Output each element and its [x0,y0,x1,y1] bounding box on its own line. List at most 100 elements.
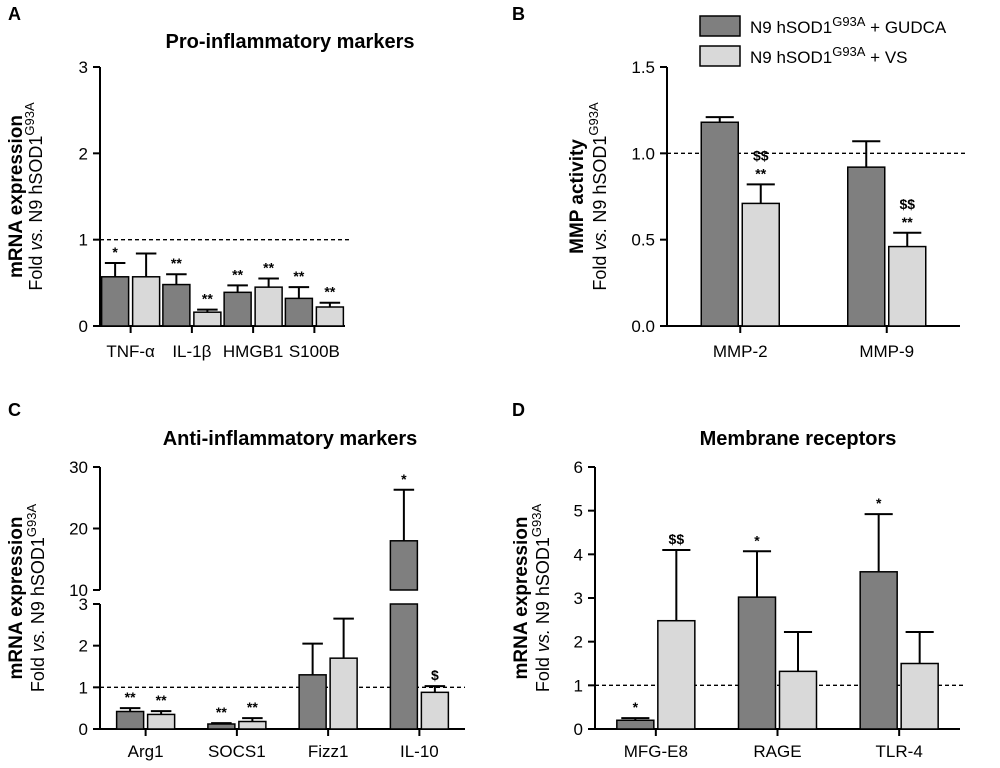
chart-title-D: Membrane receptors [700,428,897,450]
y-tick-label-A: 0 [79,317,88,336]
y-tick-label-C: 30 [69,458,88,477]
y-tick-label-D: 5 [574,502,583,521]
legend-swatch [699,15,741,37]
legend-base: N9 hSOD1 [750,18,832,37]
y-axis-sup: G93A [22,102,37,136]
significance-mark-D-0-0: * [633,699,639,715]
legend-suffix: + GUDCA [865,18,946,37]
bar-A-2-0 [223,291,252,327]
bar-C-2-1 [329,657,358,730]
legend-swatch [699,45,741,67]
panel-letter-C: C [8,400,21,420]
y-tick-label-A: 3 [79,58,88,77]
category-label-C: Arg1 [128,742,164,761]
y-tick-label-B: 1.5 [631,58,655,77]
bar-A-1-0 [162,283,191,327]
legend-sup: G93A [832,14,866,29]
y-tick-label-C: 10 [69,581,88,600]
chart-title-A: Pro-inflammatory markers [166,31,415,53]
y-axis-vs: vs. [590,223,610,251]
bar-B-0-1 [741,202,780,327]
bar-A-3-1 [315,306,345,327]
category-label-C: SOCS1 [208,742,266,761]
y-axis-label: mRNA expression [6,517,27,680]
significance-mark-A-1-0: ** [171,255,182,271]
y-axis-fold: Fold [26,251,46,291]
legend-label: N9 hSOD1G93A + VS [750,44,908,67]
category-label-D: MFG-E8 [624,742,688,761]
significance-mark-A-2-0: ** [232,266,243,282]
panel-letter-B: B [512,4,525,24]
y-axis-sup: G93A [529,504,544,538]
legend-sup: G93A [832,44,866,59]
legend-base: N9 hSOD1 [750,48,832,67]
bar-C-1-1 [238,720,267,730]
y-axis-cell: N9 hSOD1 [28,537,48,624]
significance-mark-D-1-0: * [754,532,760,548]
bar-D-2-1 [900,662,939,730]
significance-mark-C-3-0: * [401,471,407,487]
y-tick-label-B: 0.5 [631,231,655,250]
y-axis-cell: N9 hSOD1 [26,136,46,223]
bar-C-0-0 [115,710,145,730]
y-axis-vs: vs. [533,624,553,652]
y-tick-label-D: 3 [574,589,583,608]
category-label-A: TNF-α [106,342,155,361]
y-axis-sublabel: Fold vs. N9 hSOD1G93A [586,102,610,291]
y-tick-label-B: 1.0 [631,144,655,163]
y-tick-label-C: 20 [69,520,88,539]
bar-C-0-1 [146,713,176,730]
y-axis-vs: vs. [26,223,46,251]
significance-mark-C-3-1: $ [431,667,439,683]
y-tick-label-D: 1 [574,676,583,695]
category-label-D: TLR-4 [876,742,923,761]
category-label-D: RAGE [753,742,801,761]
significance-mark-B-1-1: ** [902,214,913,230]
bar-A-1-1 [193,311,222,327]
bar-C-3-0 [389,540,419,591]
y-axis-sublabel: Fold vs. N9 hSOD1G93A [529,504,553,693]
y-tick-label-C: 1 [79,678,88,697]
bar-D-2-0 [859,571,898,730]
y-axis-label: MMP activity [567,139,588,254]
bar-A-0-1 [131,276,161,327]
y-axis-cell: N9 hSOD1 [533,537,553,624]
bar-B-1-0 [847,166,886,327]
y-axis-label: mRNA expression [6,115,27,278]
category-label-B: MMP-2 [713,342,768,361]
y-tick-label-D: 2 [574,633,583,652]
significance-mark-A-1-1: ** [202,291,213,307]
y-axis-label: mRNA expression [511,517,532,680]
y-tick-label-A: 2 [79,144,88,163]
y-tick-label-A: 1 [79,231,88,250]
bar-A-3-0 [284,297,314,327]
chart-title-C: Anti-inflammatory markers [163,428,418,450]
significance-mark-C-0-0: ** [125,689,136,705]
category-label-A: S100B [289,342,340,361]
legend-suffix: + VS [865,48,907,67]
y-tick-label-D: 6 [574,458,583,477]
category-label-C: Fizz1 [308,742,349,761]
y-axis-cell: N9 hSOD1 [590,136,610,223]
significance-mark-D-2-0: * [876,495,882,511]
bar-C-2-0 [298,674,327,730]
category-label-C: IL-10 [400,742,439,761]
significance-mark-A-2-1: ** [263,260,274,276]
y-axis-sup: G93A [586,102,601,136]
bar-C-3-1 [420,691,450,730]
panel-letter-A: A [8,4,21,24]
bar-D-1-1 [778,670,818,730]
significance-mark-A-3-0: ** [293,268,304,284]
significance-mark-D-0-1: $$ [669,531,685,547]
y-axis-sublabel: Fold vs. N9 hSOD1G93A [24,504,48,693]
legend-label: N9 hSOD1G93A + GUDCA [750,14,947,37]
significance-mark-C-1-1: ** [247,699,258,715]
panel-letter-D: D [512,400,525,420]
significance-mark-B-0-1: $$ [753,147,769,163]
category-label-B: MMP-9 [859,342,914,361]
category-label-A: IL-1β [172,342,211,361]
y-tick-label-D: 0 [574,720,583,739]
significance-mark-A-3-1: ** [324,284,335,300]
significance-mark-B-0-1: ** [755,165,766,181]
significance-mark-B-1-1: $$ [899,196,915,212]
